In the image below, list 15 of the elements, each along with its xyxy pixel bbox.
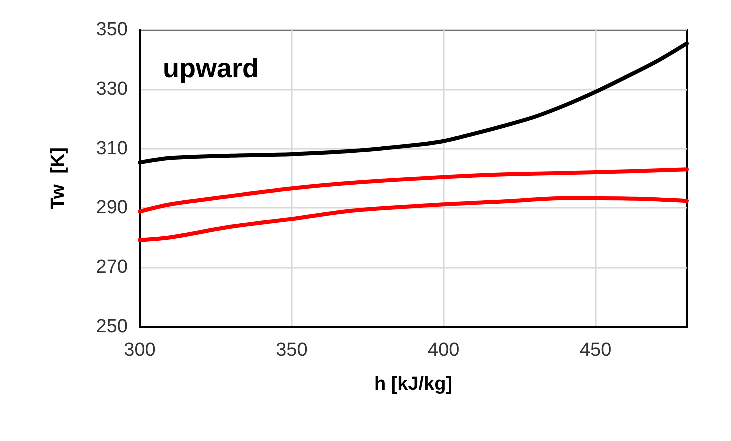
annotation: upward: [163, 54, 260, 84]
y-tick-label: 290: [96, 198, 128, 219]
x-tick-label: 350: [276, 340, 308, 361]
y-tick-label: 270: [96, 257, 128, 278]
x-tick-label: 300: [124, 340, 156, 361]
y-axis-title: Tw [K]: [48, 148, 69, 210]
y-tick-label: 330: [96, 78, 128, 100]
y-tick-label: 350: [96, 20, 128, 40]
y-tick-label: 250: [96, 316, 128, 338]
y-tick-label: 310: [96, 138, 128, 160]
x-tick-label: 450: [580, 340, 612, 361]
line-series: [138, 168, 689, 214]
x-tick-label: 400: [428, 340, 460, 361]
line-series: [138, 196, 689, 242]
x-axis-title: h [kJ/kg]: [374, 374, 453, 395]
